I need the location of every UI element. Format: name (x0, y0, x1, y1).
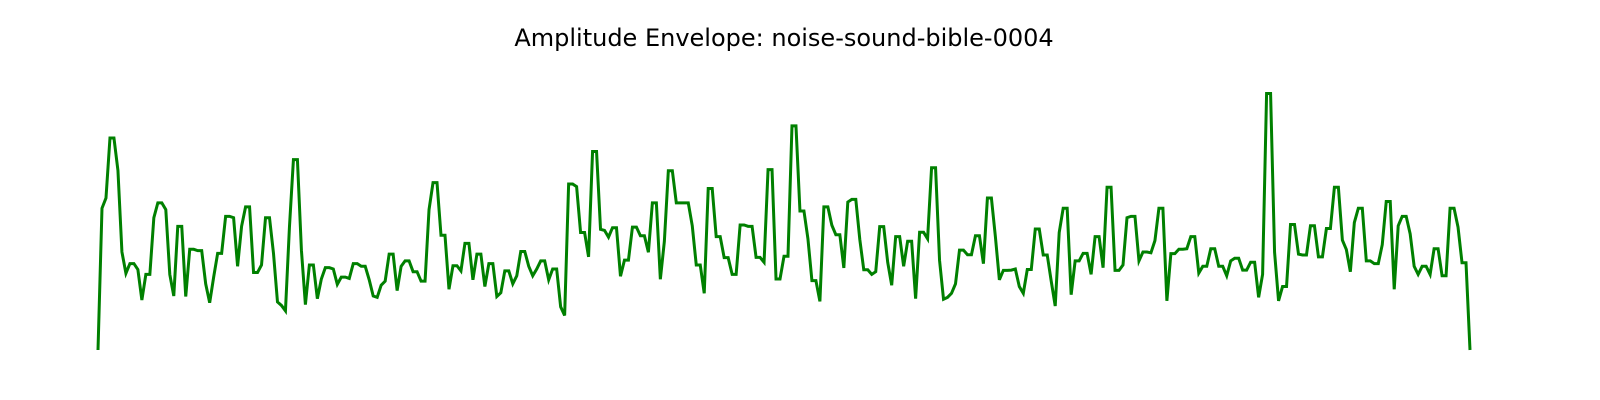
series-layer (96, 92, 1472, 351)
envelope-series-line (96, 92, 1472, 351)
chart-title: Amplitude Envelope: noise-sound-bible-00… (514, 24, 1054, 52)
